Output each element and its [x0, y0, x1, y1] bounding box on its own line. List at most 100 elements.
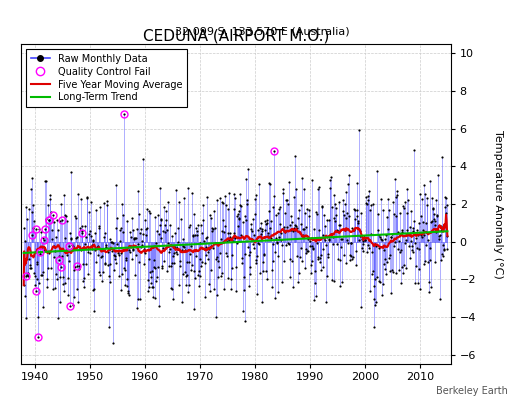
Point — [263, 276, 271, 283]
Point — [220, 286, 228, 292]
Point — [298, 175, 306, 181]
Point — [161, 244, 170, 250]
Point — [410, 218, 419, 224]
Point — [143, 225, 151, 232]
Point — [246, 270, 255, 277]
Point — [386, 252, 394, 258]
Point — [184, 282, 193, 288]
Point — [388, 230, 397, 237]
Point — [41, 226, 49, 232]
Point — [248, 228, 257, 234]
Point — [304, 236, 312, 242]
Point — [46, 192, 54, 198]
Point — [237, 232, 246, 239]
Point — [269, 204, 277, 210]
Point — [352, 262, 360, 268]
Point — [96, 247, 105, 254]
Point — [88, 246, 96, 252]
Point — [380, 260, 388, 267]
Point — [152, 278, 160, 284]
Point — [23, 272, 31, 278]
Point — [236, 202, 245, 208]
Point — [303, 206, 311, 212]
Point — [155, 231, 163, 237]
Point — [311, 280, 319, 286]
Point — [305, 213, 313, 220]
Point — [105, 278, 114, 285]
Point — [377, 236, 386, 242]
Point — [387, 234, 395, 241]
Point — [404, 231, 412, 238]
Point — [237, 203, 245, 210]
Point — [359, 238, 367, 244]
Point — [169, 253, 177, 260]
Point — [100, 200, 108, 206]
Point — [345, 256, 354, 263]
Point — [364, 242, 373, 248]
Point — [281, 210, 289, 217]
Point — [338, 279, 346, 285]
Point — [410, 147, 418, 153]
Point — [156, 222, 164, 228]
Point — [67, 168, 75, 175]
Point — [303, 248, 312, 254]
Point — [419, 218, 427, 225]
Point — [62, 212, 71, 219]
Point — [164, 240, 172, 246]
Point — [49, 212, 57, 218]
Point — [158, 263, 166, 269]
Point — [146, 269, 154, 276]
Point — [26, 262, 34, 268]
Point — [329, 233, 337, 240]
Point — [348, 255, 357, 262]
Point — [115, 252, 123, 258]
Point — [243, 201, 252, 208]
Point — [112, 182, 121, 188]
Point — [390, 238, 399, 245]
Point — [307, 270, 315, 276]
Point — [161, 229, 169, 236]
Point — [87, 198, 95, 205]
Point — [53, 276, 61, 282]
Point — [34, 261, 42, 267]
Point — [167, 260, 176, 266]
Point — [343, 210, 352, 217]
Point — [435, 232, 443, 239]
Point — [381, 232, 390, 238]
Point — [342, 215, 351, 221]
Point — [324, 237, 333, 243]
Title: CEDUNA (AIRPORT M.O.): CEDUNA (AIRPORT M.O.) — [143, 29, 329, 44]
Point — [240, 274, 248, 280]
Point — [321, 237, 330, 243]
Point — [205, 212, 214, 218]
Point — [316, 266, 325, 273]
Point — [194, 222, 202, 228]
Point — [128, 215, 136, 222]
Point — [102, 243, 110, 250]
Point — [46, 196, 54, 202]
Point — [358, 236, 366, 242]
Point — [122, 218, 130, 224]
Point — [394, 228, 402, 235]
Point — [92, 207, 101, 214]
Point — [151, 295, 159, 302]
Point — [278, 186, 287, 192]
Point — [405, 230, 413, 237]
Point — [175, 282, 183, 288]
Point — [289, 225, 298, 232]
Point — [199, 202, 208, 209]
Point — [244, 166, 252, 172]
Point — [196, 263, 205, 270]
Point — [380, 256, 389, 262]
Point — [29, 225, 37, 231]
Point — [130, 235, 139, 241]
Point — [293, 279, 302, 286]
Point — [235, 215, 244, 221]
Point — [119, 264, 128, 271]
Point — [318, 204, 326, 211]
Point — [62, 247, 70, 253]
Point — [305, 238, 314, 245]
Point — [77, 196, 85, 202]
Point — [293, 252, 301, 259]
Point — [300, 226, 308, 232]
